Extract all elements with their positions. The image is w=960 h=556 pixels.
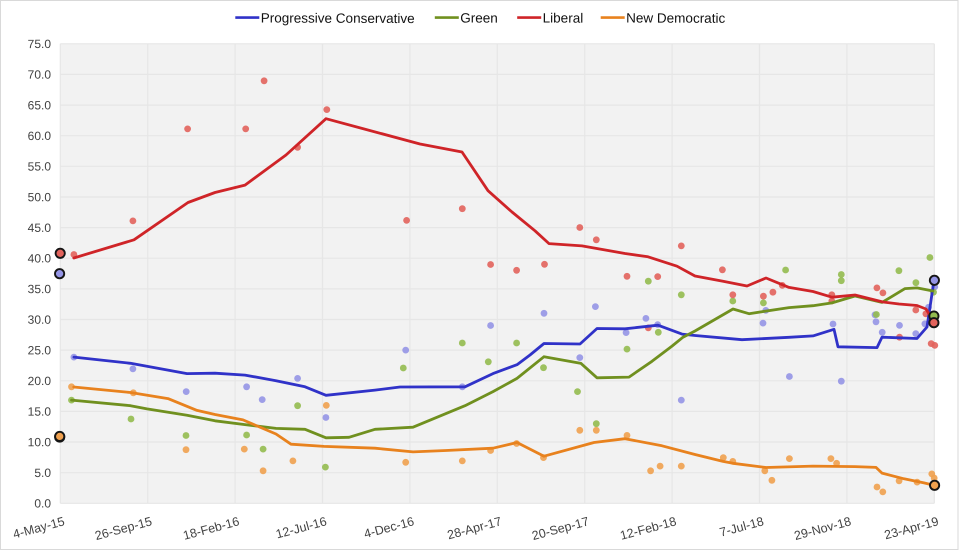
- svg-text:New Democratic: New Democratic: [626, 10, 725, 25]
- svg-text:65.0: 65.0: [28, 98, 52, 112]
- svg-text:45.0: 45.0: [28, 221, 52, 235]
- svg-text:75.0: 75.0: [28, 37, 52, 51]
- svg-text:25.0: 25.0: [28, 343, 52, 357]
- svg-text:15.0: 15.0: [28, 405, 52, 419]
- svg-text:5.0: 5.0: [34, 466, 51, 480]
- svg-text:Green: Green: [460, 10, 498, 25]
- svg-text:10.0: 10.0: [28, 435, 52, 449]
- svg-text:35.0: 35.0: [28, 282, 52, 296]
- svg-text:30.0: 30.0: [28, 313, 52, 327]
- svg-text:20.0: 20.0: [28, 374, 52, 388]
- svg-text:0.0: 0.0: [34, 496, 51, 510]
- svg-text:Liberal: Liberal: [543, 10, 584, 25]
- svg-text:40.0: 40.0: [28, 251, 52, 265]
- svg-text:Progressive Conservative: Progressive Conservative: [261, 10, 415, 26]
- svg-text:50.0: 50.0: [28, 190, 52, 204]
- svg-text:60.0: 60.0: [28, 129, 52, 143]
- svg-text:55.0: 55.0: [28, 159, 52, 173]
- svg-text:70.0: 70.0: [28, 68, 52, 82]
